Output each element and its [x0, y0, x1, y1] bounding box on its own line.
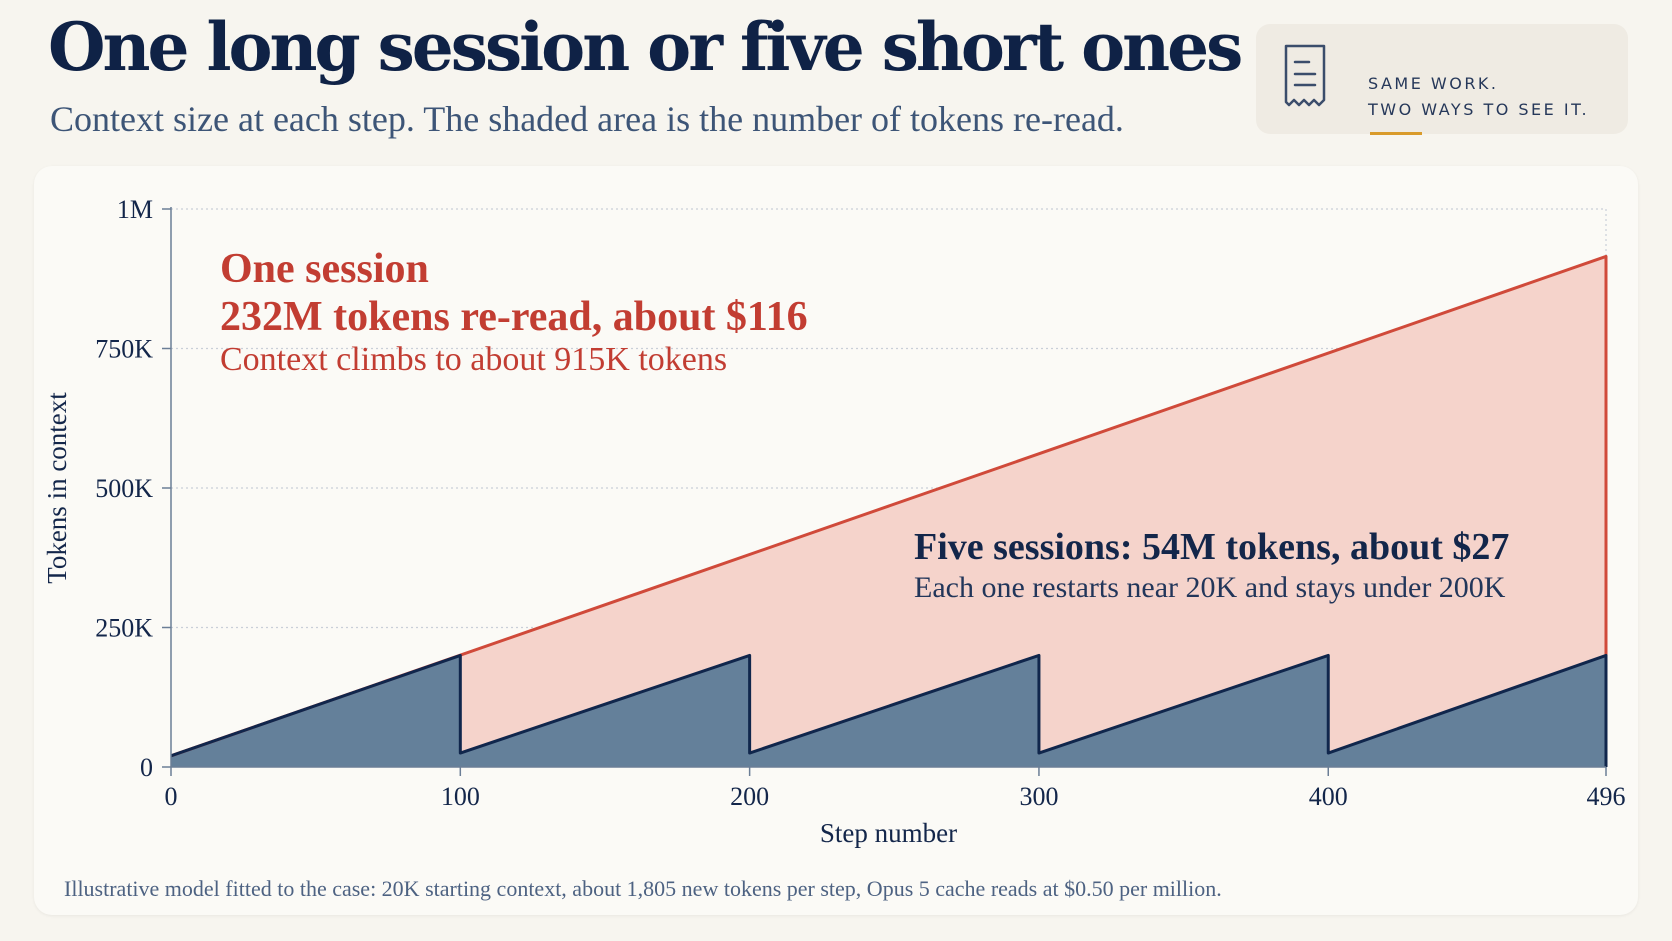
one-session-line — [170, 254, 1608, 758]
x-tick-label: 200 — [730, 782, 769, 811]
x-tick-label: 100 — [441, 782, 480, 811]
y-tick-label: 1M — [117, 195, 153, 224]
one-session-context: Context climbs to about 915K tokens — [220, 341, 728, 378]
five-sessions-subtitle: Each one restarts near 20K and stays und… — [914, 571, 1506, 604]
receipt-icon — [1282, 44, 1330, 112]
x-tick-label: 0 — [165, 782, 178, 811]
page-title: One long session or five short ones — [48, 8, 1243, 86]
note-line-1: SAME WORK. — [1368, 74, 1499, 93]
x-tick-label: 300 — [1019, 782, 1058, 811]
one-session-area — [171, 256, 1606, 767]
note-card: SAME WORK. TWO WAYS TO SEE IT. — [1256, 24, 1628, 135]
y-tick-label: 250K — [95, 614, 153, 643]
y-tick-label: 0 — [140, 753, 153, 782]
one-session-title: One session — [220, 246, 429, 292]
y-axis-title: Tokens in context — [42, 392, 72, 584]
footnote: Illustrative model fitted to the case: 2… — [64, 876, 1222, 901]
x-axis-title: Step number — [820, 818, 957, 848]
y-tick-label: 500K — [95, 474, 153, 503]
five-sessions-title: Five sessions: 54M tokens, about $27 — [914, 526, 1510, 568]
note-line-2: TWO WAYS TO SEE IT. — [1368, 100, 1590, 119]
x-tick-label: 496 — [1587, 782, 1626, 811]
one-session-tokens: 232M tokens re-read, about $116 — [220, 294, 808, 340]
page-subtitle: Context size at each step. The shaded ar… — [50, 99, 1124, 139]
y-tick-label: 750K — [95, 335, 153, 364]
five-sessions-line — [170, 653, 1608, 767]
x-tick-label: 400 — [1309, 782, 1348, 811]
note-accent-bar — [1370, 132, 1422, 135]
